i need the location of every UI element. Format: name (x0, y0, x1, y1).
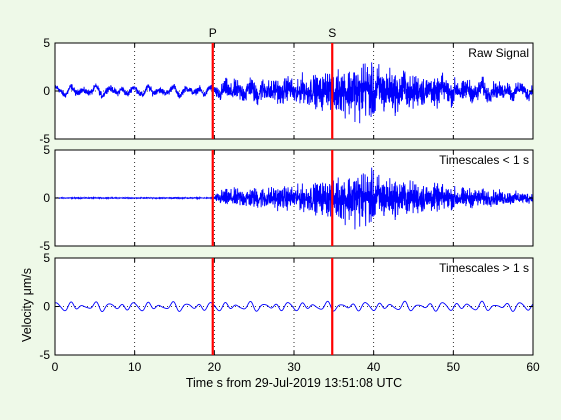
y-tick-label: -5 (39, 239, 50, 253)
y-tick-label: 5 (43, 143, 50, 157)
x-tick-label: 40 (367, 360, 381, 374)
phase-marker-label-P: P (209, 26, 217, 40)
x-tick-label: 10 (128, 360, 142, 374)
y-tick-label: 0 (43, 191, 50, 205)
y-tick-label: 5 (43, 36, 50, 50)
x-tick-label: 20 (208, 360, 222, 374)
series-trace (54, 62, 534, 124)
y-tick-label: 0 (43, 300, 50, 314)
panel-title: Timescales > 1 s (439, 261, 529, 275)
panel-title: Timescales < 1 s (439, 153, 529, 167)
series-trace (54, 167, 534, 230)
y-tick-label: 5 (43, 251, 50, 265)
y-tick-label: -5 (39, 348, 50, 362)
x-tick-label: 60 (526, 360, 540, 374)
y-tick-label: 0 (43, 84, 50, 98)
series-trace (54, 300, 534, 313)
y-tick-label: -5 (39, 132, 50, 146)
panel-title: Raw Signal (468, 46, 529, 60)
x-tick-label: 0 (52, 360, 59, 374)
panel-1: -5 0 5 Raw Signal (39, 36, 534, 146)
panel-2: -5 0 5 Timescales < 1 s (39, 143, 534, 253)
x-tick-label: 30 (287, 360, 301, 374)
y-axis-label: Velocity μm/s (20, 268, 34, 342)
x-tick-label: 50 (447, 360, 461, 374)
phase-marker-label-S: S (328, 26, 336, 40)
x-axis-label: Time s from 29-Jul-2019 13:51:08 UTC (186, 376, 402, 390)
